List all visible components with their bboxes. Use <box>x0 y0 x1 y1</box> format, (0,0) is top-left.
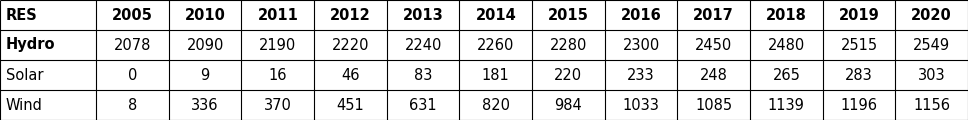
Text: 2480: 2480 <box>768 37 805 53</box>
Text: 2019: 2019 <box>838 7 879 23</box>
Text: 820: 820 <box>482 97 510 113</box>
Text: Wind: Wind <box>6 97 43 113</box>
Text: 181: 181 <box>482 67 509 83</box>
Text: 283: 283 <box>845 67 873 83</box>
Text: 303: 303 <box>918 67 946 83</box>
Text: 1156: 1156 <box>913 97 951 113</box>
Text: 2450: 2450 <box>695 37 733 53</box>
Text: RES: RES <box>6 7 38 23</box>
Text: 451: 451 <box>337 97 364 113</box>
Text: Hydro: Hydro <box>6 37 55 53</box>
Text: 2018: 2018 <box>766 7 806 23</box>
Text: 2011: 2011 <box>257 7 298 23</box>
Text: 2090: 2090 <box>187 37 224 53</box>
Text: 2220: 2220 <box>332 37 369 53</box>
Text: 2020: 2020 <box>911 7 953 23</box>
Text: 233: 233 <box>627 67 655 83</box>
Text: 2017: 2017 <box>693 7 734 23</box>
Text: 2005: 2005 <box>112 7 153 23</box>
Text: Solar: Solar <box>6 67 44 83</box>
Text: 2280: 2280 <box>550 37 588 53</box>
Text: 2549: 2549 <box>913 37 951 53</box>
Text: 9: 9 <box>200 67 210 83</box>
Text: 265: 265 <box>772 67 801 83</box>
Text: 2014: 2014 <box>475 7 516 23</box>
Text: 2015: 2015 <box>548 7 589 23</box>
Text: 1085: 1085 <box>695 97 732 113</box>
Text: 2016: 2016 <box>620 7 661 23</box>
Text: 16: 16 <box>268 67 287 83</box>
Text: 984: 984 <box>555 97 583 113</box>
Text: 46: 46 <box>341 67 360 83</box>
Text: 2010: 2010 <box>185 7 226 23</box>
Text: 2240: 2240 <box>405 37 441 53</box>
Text: 370: 370 <box>264 97 291 113</box>
Text: 631: 631 <box>409 97 437 113</box>
Text: 2300: 2300 <box>622 37 660 53</box>
Text: 248: 248 <box>700 67 728 83</box>
Text: 1139: 1139 <box>768 97 804 113</box>
Text: 2012: 2012 <box>330 7 371 23</box>
Text: 1033: 1033 <box>622 97 659 113</box>
Text: 2260: 2260 <box>477 37 514 53</box>
Text: 2078: 2078 <box>114 37 151 53</box>
Text: 2515: 2515 <box>840 37 878 53</box>
Text: 1196: 1196 <box>840 97 878 113</box>
Text: 0: 0 <box>128 67 137 83</box>
Text: 8: 8 <box>128 97 137 113</box>
Text: 83: 83 <box>414 67 433 83</box>
Text: 220: 220 <box>555 67 583 83</box>
Text: 336: 336 <box>192 97 219 113</box>
Text: 2190: 2190 <box>259 37 296 53</box>
Text: 2013: 2013 <box>403 7 443 23</box>
